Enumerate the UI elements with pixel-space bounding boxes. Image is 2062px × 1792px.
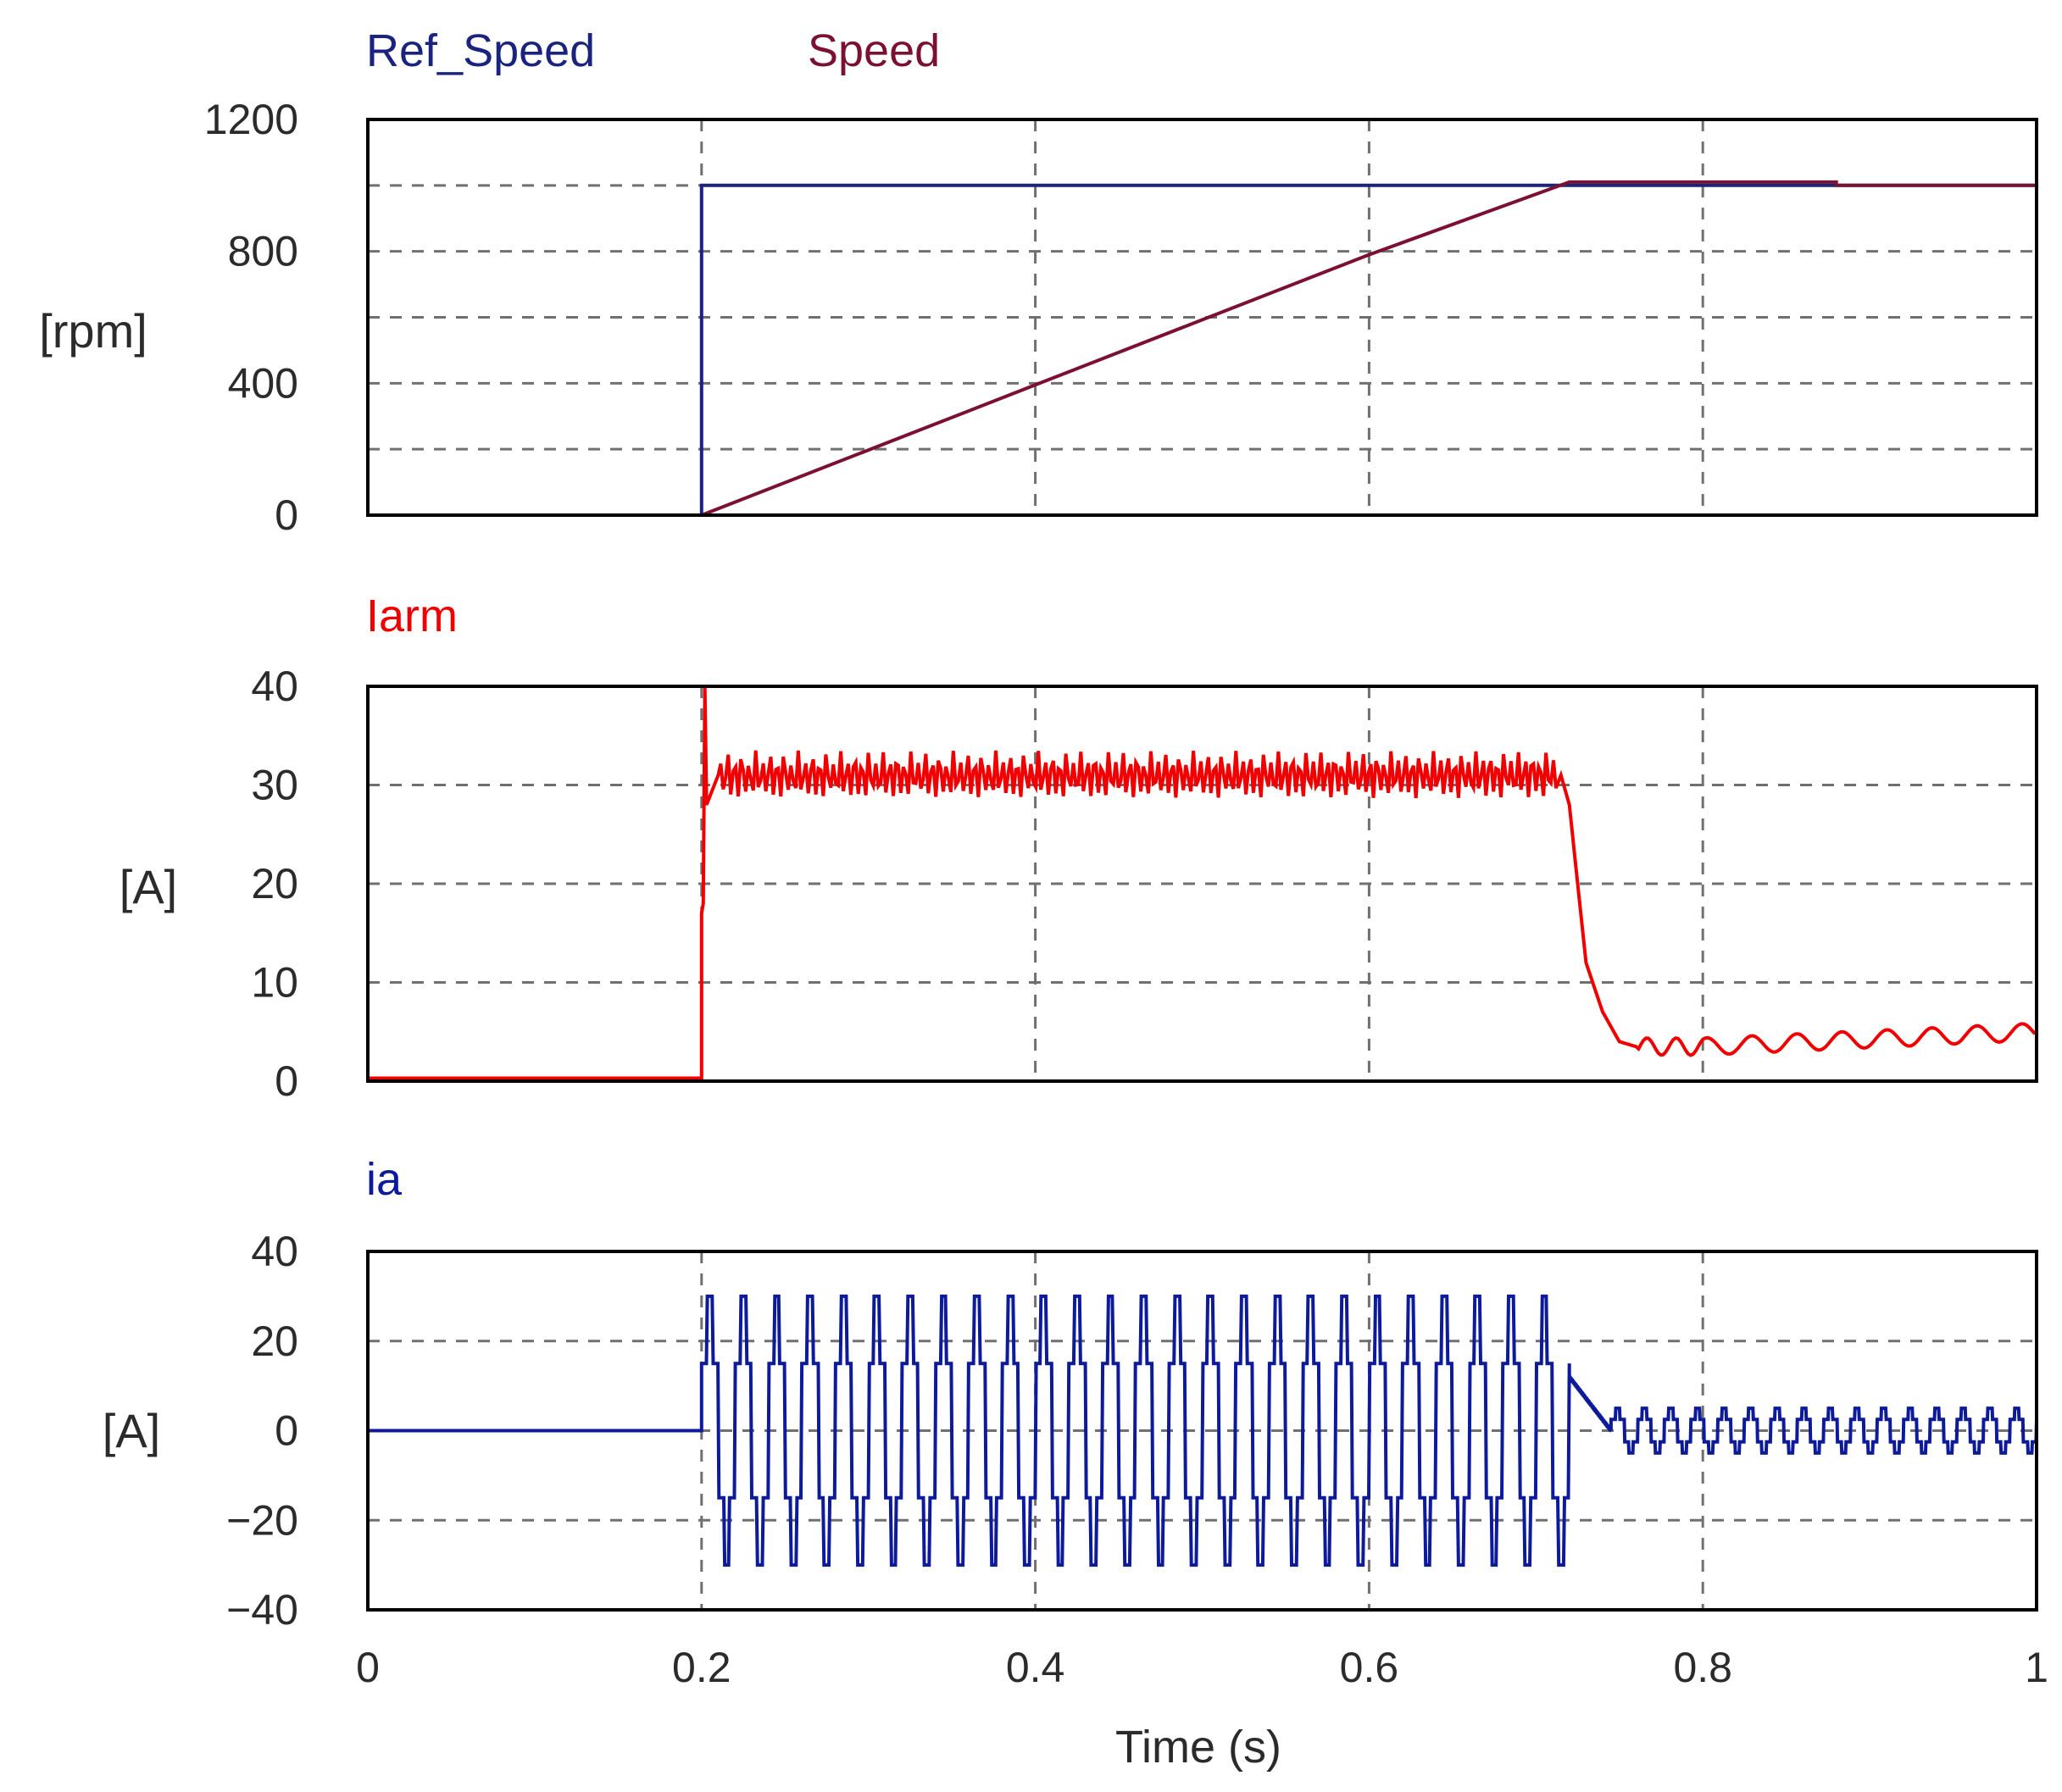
legend-ia: ia bbox=[366, 1154, 403, 1205]
speed-y-axis-label: [rpm] bbox=[39, 304, 147, 358]
armature-current-panel: Iarm [A] 0 10 20 30 40 bbox=[119, 591, 2038, 1105]
x-axis-label: Time (s) bbox=[1115, 1722, 1281, 1773]
armature-y-axis-label: [A] bbox=[119, 860, 177, 913]
armature-ytick-label: 30 bbox=[251, 762, 298, 809]
xtick-label: 0.8 bbox=[1673, 1644, 1732, 1691]
speed-ytick-label: 1200 bbox=[204, 96, 298, 143]
legend-iarm: Iarm bbox=[366, 591, 458, 641]
phase-ytick-label: 0 bbox=[275, 1407, 298, 1455]
phase-y-axis-label: [A] bbox=[103, 1404, 160, 1457]
armature-ytick-label: 10 bbox=[251, 959, 298, 1007]
armature-ytick-label: 0 bbox=[275, 1057, 298, 1105]
xtick-label: 0.2 bbox=[672, 1644, 731, 1691]
phase-ytick-label: −20 bbox=[226, 1496, 298, 1544]
xtick-label: 0.4 bbox=[1006, 1644, 1065, 1691]
speed-panel: Ref_Speed Speed [rpm] 0 400 800 1200 bbox=[39, 25, 2038, 539]
armature-ytick-label: 40 bbox=[251, 663, 298, 710]
phase-current-panel: ia [A] Time (s) −40 −20 0 20 40 0 0.2 0.4 0.6 0.8… bbox=[103, 1154, 2048, 1773]
legend-ref-speed: Ref_Speed bbox=[366, 25, 595, 76]
speed-ytick-label: 400 bbox=[228, 359, 298, 407]
series-ia bbox=[368, 1294, 2038, 1567]
speed-ytick-label: 800 bbox=[228, 228, 298, 275]
series-iarm bbox=[368, 685, 2037, 1080]
phase-ytick-label: 20 bbox=[251, 1318, 298, 1365]
xtick-label: 0 bbox=[356, 1644, 380, 1691]
phase-ytick-label: 40 bbox=[251, 1228, 298, 1275]
armature-ytick-label: 20 bbox=[251, 860, 298, 907]
speed-plot-frame bbox=[366, 118, 2038, 517]
series-speed bbox=[701, 180, 2037, 517]
phase-plot-frame bbox=[366, 1250, 2038, 1612]
xtick-label: 1 bbox=[2025, 1644, 2048, 1691]
legend-speed: Speed bbox=[808, 25, 940, 76]
speed-ytick-label: 0 bbox=[275, 491, 298, 539]
xtick-label: 0.6 bbox=[1340, 1644, 1399, 1691]
armature-plot-frame bbox=[366, 685, 2038, 1083]
phase-ytick-label: −40 bbox=[226, 1586, 298, 1634]
series-ref-speed bbox=[699, 183, 2037, 515]
